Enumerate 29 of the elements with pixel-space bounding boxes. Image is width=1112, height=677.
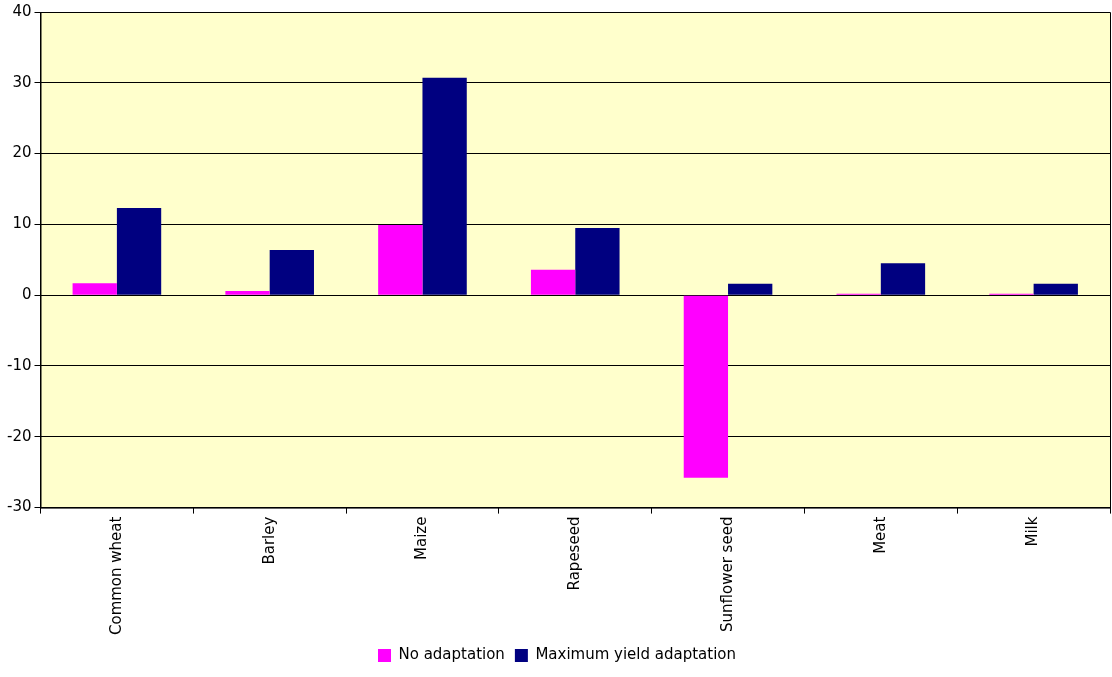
bar [728,283,773,295]
y-tick-label: 20 [12,143,32,162]
y-tick-label: -20 [7,426,32,445]
bar [1033,283,1078,295]
bar [378,225,423,295]
bar [225,290,270,295]
bar [422,77,467,295]
bar [575,227,620,295]
y-tick-label: 30 [12,72,32,91]
x-tick-label: Rapeseed [565,516,584,591]
y-tick-label: -30 [7,497,32,516]
legend-label: No adaptation [398,645,505,664]
x-tick-label: Maize [412,516,431,560]
y-tick-label: 40 [12,1,32,20]
bar [116,208,162,295]
x-tick-label: Common wheat [106,516,125,635]
bar [683,295,729,478]
x-tick-label: Barley [259,516,278,565]
bar [269,249,314,295]
y-tick-label: -10 [7,355,32,374]
y-tick-label: 0 [21,285,32,304]
bar [880,263,926,295]
bar [72,283,117,295]
legend-label: Maximum yield adaptation [535,645,737,664]
y-tick-label: 10 [12,214,32,233]
x-tick-label: Sunflower seed [717,516,736,632]
x-tick-label: Milk [1023,516,1042,547]
x-tick-label: Meat [870,516,889,554]
bar [530,269,576,295]
